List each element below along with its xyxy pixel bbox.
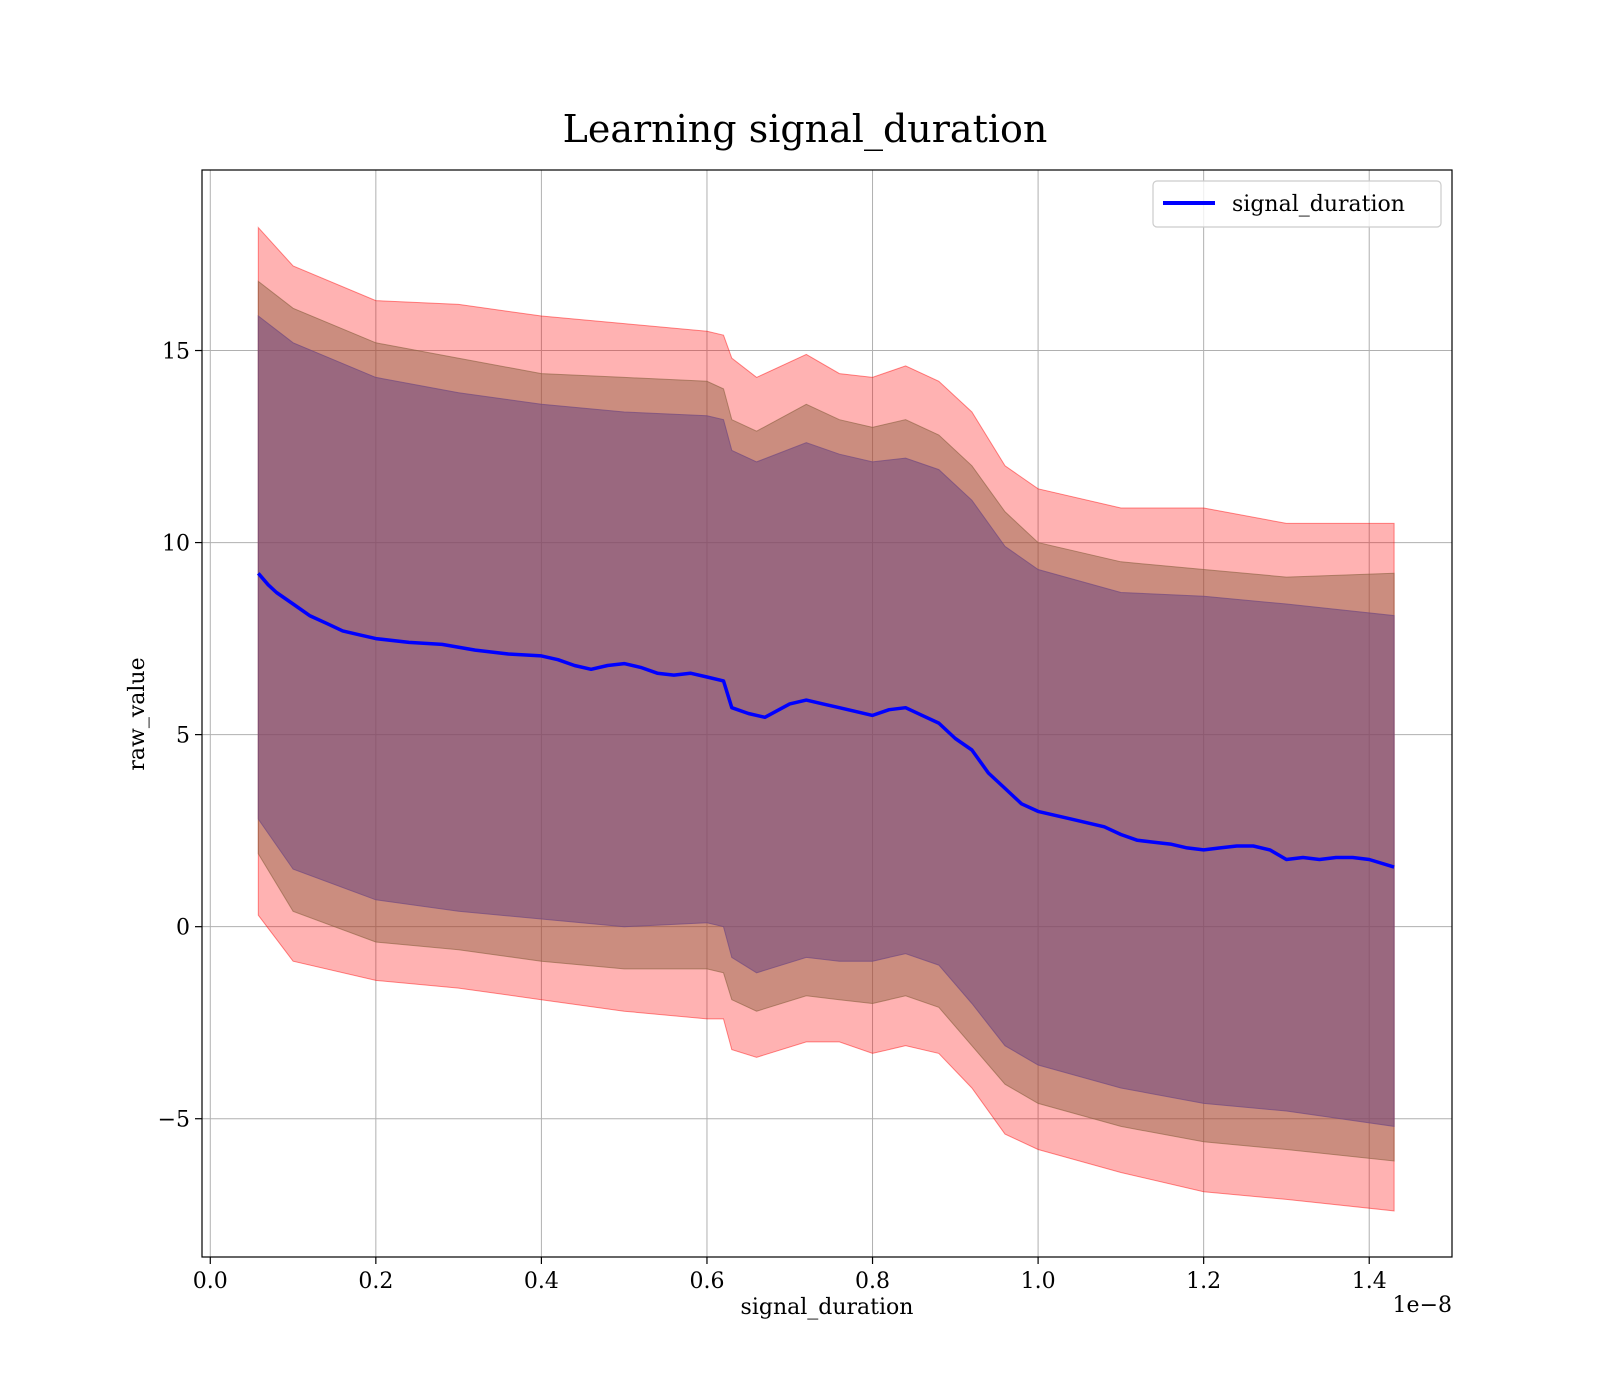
x-tick-label: 1.2: [1186, 1269, 1221, 1294]
band-layer: [257, 226, 1395, 1212]
y-tick-label: 5: [176, 724, 190, 749]
y-tick-label: 15: [162, 340, 190, 365]
x-tick-label: 0.0: [193, 1269, 228, 1294]
legend: signal_duration: [1152, 180, 1442, 228]
chart-title: Learning signal_duration: [563, 107, 1048, 152]
plot-frame: [201, 169, 1453, 1258]
y-tick-label: 0: [176, 916, 190, 941]
x-tick-label: 0.2: [358, 1269, 393, 1294]
series-line: [256, 572, 1395, 869]
y-tick-label: −5: [158, 1108, 190, 1133]
x-offset-label: 1e−8: [1393, 1293, 1452, 1318]
y-axis-label: raw_value: [125, 657, 150, 770]
y-tick-label: 10: [162, 532, 190, 557]
x-tick-label: 0.4: [524, 1269, 559, 1294]
legend-label: signal_duration: [1232, 192, 1405, 217]
series-layer: [256, 572, 1395, 869]
x-tick-label: 1.4: [1352, 1269, 1387, 1294]
x-tick-label: 0.8: [855, 1269, 890, 1294]
x-tick-label: 1.0: [1021, 1269, 1056, 1294]
confidence-band: [257, 314, 1395, 1127]
tick-layer: 0.0 0.2 0.4 0.6 0.8 1.0 1.2 1.4 −5 0 5 10 15: [158, 340, 1387, 1294]
legend-box: [1152, 180, 1442, 228]
x-tick-label: 0.6: [689, 1269, 724, 1294]
x-axis-label: signal_duration: [741, 1295, 914, 1320]
